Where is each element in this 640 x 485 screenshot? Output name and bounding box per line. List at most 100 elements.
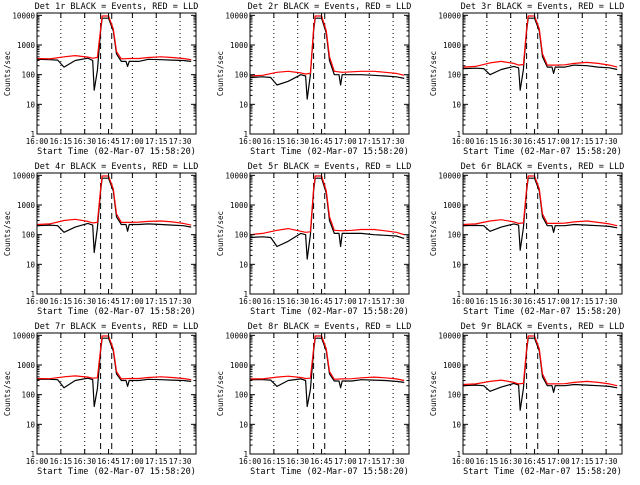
- x-tick-label: 16:00: [452, 137, 475, 146]
- x-tick-label: 17:15: [145, 137, 168, 146]
- y-tick-label: 10000: [438, 331, 461, 340]
- plot-area: [37, 333, 192, 454]
- x-tick-label: 16:30: [73, 457, 96, 466]
- x-tick-label: 16:30: [73, 297, 96, 306]
- y-axis-label: Counts/sec: [216, 371, 225, 416]
- y-tick-label: 1000: [17, 201, 36, 210]
- series-line-events: [37, 17, 192, 91]
- y-axis-label: Counts/sec: [429, 211, 438, 256]
- x-tick-label: 17:00: [547, 137, 570, 146]
- x-axis-label: Start Time (02-Mar-07 15:58:20): [463, 147, 622, 157]
- x-tick-label: 17:15: [358, 297, 381, 306]
- detector-panel-6: Det 6r BLACK = Events, RED = LLD 1 10 100 10…: [429, 162, 624, 317]
- y-tick-label: 1000: [17, 361, 36, 370]
- detector-panel-7: Det 7r BLACK = Events, RED = LLD 1 10 100 10…: [3, 322, 198, 477]
- chart-title: Det 7r BLACK = Events, RED = LLD: [35, 322, 199, 332]
- x-axis-label: Start Time (02-Mar-07 15:58:20): [250, 147, 409, 157]
- x-tick-label: 16:15: [50, 297, 73, 306]
- x-tick-label: 16:00: [239, 137, 262, 146]
- detector-panel-9: Det 9r BLACK = Events, RED = LLD 1 10 100 10…: [429, 322, 624, 477]
- x-tick-label: 17:15: [358, 457, 381, 466]
- chart-title: Det 1r BLACK = Events, RED = LLD: [35, 2, 199, 12]
- x-tick-label: 17:15: [571, 297, 594, 306]
- series-line-lld: [37, 175, 192, 226]
- y-tick-label: 100: [447, 391, 461, 400]
- x-tick-label: 17:00: [121, 457, 144, 466]
- y-tick-label: 10000: [225, 171, 248, 180]
- y-tick-label: 10: [452, 420, 462, 429]
- x-tick-label: 16:00: [239, 457, 262, 466]
- y-tick-label: 100: [447, 71, 461, 80]
- detector-panel-1: Det 1r BLACK = Events, RED = LLD 1 10 100 10…: [3, 2, 198, 157]
- series-line-events: [250, 177, 405, 260]
- x-tick-label: 16:15: [263, 137, 286, 146]
- detector-panel-3: Det 3r BLACK = Events, RED = LLD 1 10 100 10…: [429, 2, 624, 157]
- x-tick-label: 17:30: [169, 137, 192, 146]
- x-tick-label: 16:00: [26, 457, 49, 466]
- x-tick-label: 16:30: [499, 137, 522, 146]
- chart-title: Det 5r BLACK = Events, RED = LLD: [248, 162, 412, 172]
- x-tick-label: 16:15: [50, 457, 73, 466]
- x-tick-label: 16:45: [97, 297, 120, 306]
- y-tick-label: 1: [456, 130, 461, 139]
- x-tick-label: 17:30: [382, 297, 405, 306]
- y-axis-label: Counts/sec: [429, 371, 438, 416]
- y-tick-label: 100: [21, 231, 35, 240]
- x-tick-label: 16:30: [499, 457, 522, 466]
- x-tick-label: 16:15: [476, 137, 499, 146]
- x-tick-label: 16:30: [499, 297, 522, 306]
- y-axis-label: Counts/sec: [429, 51, 438, 96]
- x-tick-label: 17:00: [334, 457, 357, 466]
- series-line-events: [250, 337, 405, 408]
- plot-area: [37, 13, 192, 134]
- y-tick-label: 1000: [443, 201, 462, 210]
- plot-area: [463, 173, 618, 294]
- y-tick-label: 10: [452, 100, 462, 109]
- y-tick-label: 100: [234, 391, 248, 400]
- x-tick-label: 16:30: [286, 457, 309, 466]
- x-axis-label: Start Time (02-Mar-07 15:58:20): [463, 467, 622, 477]
- x-tick-label: 16:45: [310, 457, 333, 466]
- series-line-lld: [463, 15, 618, 68]
- x-axis-label: Start Time (02-Mar-07 15:58:20): [37, 147, 196, 157]
- detector-panel-8: Det 8r BLACK = Events, RED = LLD 1 10 100 10…: [216, 322, 411, 477]
- series-line-events: [463, 17, 618, 91]
- y-tick-label: 1: [243, 130, 248, 139]
- x-axis-label: Start Time (02-Mar-07 15:58:20): [37, 307, 196, 317]
- series-line-events: [37, 177, 192, 254]
- y-tick-label: 10000: [225, 11, 248, 20]
- plot-area: [37, 173, 192, 294]
- x-tick-label: 16:15: [476, 297, 499, 306]
- series-line-events: [463, 337, 618, 411]
- y-tick-label: 10: [239, 100, 249, 109]
- axes-frame: [462, 12, 623, 135]
- x-tick-label: 17:30: [382, 137, 405, 146]
- x-tick-label: 17:15: [571, 457, 594, 466]
- y-tick-label: 10: [239, 260, 249, 269]
- series-line-lld: [463, 175, 618, 227]
- series-line-lld: [250, 15, 405, 77]
- x-tick-label: 17:30: [382, 457, 405, 466]
- y-axis-label: Counts/sec: [216, 211, 225, 256]
- y-tick-label: 1000: [230, 41, 249, 50]
- x-tick-label: 17:30: [595, 137, 618, 146]
- axes-frame: [36, 172, 197, 295]
- x-axis-label: Start Time (02-Mar-07 15:58:20): [37, 467, 196, 477]
- y-tick-label: 1: [30, 290, 35, 299]
- y-tick-label: 10000: [12, 11, 35, 20]
- series-line-lld: [37, 15, 192, 61]
- detector-panel-4: Det 4r BLACK = Events, RED = LLD 1 10 100 10…: [3, 162, 198, 317]
- x-tick-label: 17:30: [595, 297, 618, 306]
- detector-panel-2: Det 2r BLACK = Events, RED = LLD 1 10 100 10…: [216, 2, 411, 157]
- x-tick-label: 16:30: [286, 137, 309, 146]
- x-tick-label: 16:45: [523, 457, 546, 466]
- axes-frame: [249, 332, 410, 455]
- y-tick-label: 1000: [17, 41, 36, 50]
- x-tick-label: 17:00: [121, 297, 144, 306]
- series-line-events: [463, 177, 618, 251]
- series-line-lld: [250, 335, 405, 382]
- series-line-events: [37, 337, 192, 408]
- x-tick-label: 16:00: [452, 457, 475, 466]
- y-tick-label: 100: [21, 391, 35, 400]
- x-tick-label: 16:45: [310, 297, 333, 306]
